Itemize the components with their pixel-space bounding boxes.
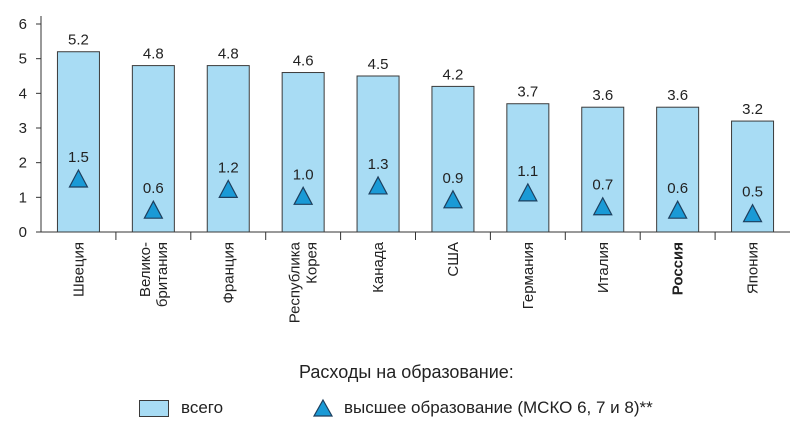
bar-value-label: 4.5 [368,56,389,73]
bar-value-label: 5.2 [68,32,89,49]
marker-higher-education [68,168,89,188]
bar-total [356,75,400,233]
marker-value-label: 0.6 [143,180,164,197]
x-category-label: Германия [520,242,537,309]
marker-value-label: 0.7 [592,177,613,194]
marker-value-label: 1.1 [517,163,538,180]
bar-total [281,72,325,233]
bar-value-label: 3.2 [742,101,763,118]
x-category-label: Канада [370,241,387,292]
marker-higher-education [442,189,463,209]
y-tick-label: 1 [19,189,27,206]
marker-higher-education [143,199,164,219]
x-category-label-line: Италия [595,242,612,293]
x-category-label: Россия [670,242,687,295]
y-tick-label: 0 [19,224,27,241]
marker-higher-education [667,199,688,219]
marker-value-label: 1.2 [218,159,239,176]
marker-value-label: 1.0 [293,166,314,183]
triangle-marker-icon [312,398,334,417]
legend-bar-swatch [139,399,169,417]
bar-total [506,103,550,233]
x-category-label: США [445,242,462,277]
x-category-label-line: Велико- [137,242,154,297]
legend-marker-label: высшее образование (МСКО 6, 7 и 8)** [344,398,653,417]
bar-value-label: 3.6 [592,87,613,104]
legend-item-total: всего [139,398,223,418]
chart: 0 1 2 3 4 5 6 5.2 1.5 Швеция 4.8 0.6 Велико-британия… [19,16,790,323]
marker-higher-education [517,182,538,202]
x-category-label-line: Япония [745,242,762,294]
marker-value-label: 0.6 [667,180,688,197]
bar-value-label: 4.8 [143,46,164,63]
x-category-label: РеспубликаКорея [287,241,321,323]
x-category-label: Велико-британия [137,242,171,307]
marker-higher-education [293,186,314,205]
y-tick-label: 3 [19,120,27,137]
x-category-label-line: США [445,242,462,277]
x-category-label-line: Швеция [70,242,87,297]
x-category-label-line: британия [154,242,171,307]
x-category-label: Швеция [70,242,87,297]
marker-higher-education [368,175,389,195]
marker-value-label: 0.9 [443,170,464,187]
legend-bar-label: всего [181,398,224,417]
bar-total [56,51,100,233]
legend-item-higher-education: высшее образование (МСКО 6, 7 и 8)** [312,398,653,418]
x-category-label: Франция [220,242,237,303]
y-tick-label: 6 [19,16,27,33]
bar-value-label: 4.6 [293,53,314,70]
x-category-label: Италия [595,242,612,293]
bar-value-label: 3.6 [667,87,688,104]
y-tick-label: 4 [19,85,27,102]
bar-total [431,85,475,233]
x-category-label-line: Канада [370,241,387,292]
bar-total [656,106,700,233]
y-tick-label: 5 [19,51,27,68]
marker-value-label: 1.5 [68,149,89,166]
x-category-label: Япония [745,242,762,294]
marker-higher-education [218,179,239,198]
bar-total [206,65,250,233]
x-category-label-line: Корея [304,242,321,284]
marker-value-label: 1.3 [368,156,389,173]
marker-higher-education [742,203,763,223]
marker-higher-education [592,196,613,216]
bar-value-label: 3.7 [517,84,538,101]
marker-value-label: 0.5 [742,184,763,201]
x-category-label-line: Франция [220,242,237,303]
x-category-label-line: Республика [287,241,304,323]
bar-value-label: 4.8 [218,46,239,63]
x-category-label-line: Германия [520,242,537,309]
y-tick-label: 2 [19,155,27,172]
x-category-label-line: Россия [670,242,687,295]
bar-value-label: 4.2 [443,66,464,83]
legend-title: Расходы на образование: [299,362,514,382]
